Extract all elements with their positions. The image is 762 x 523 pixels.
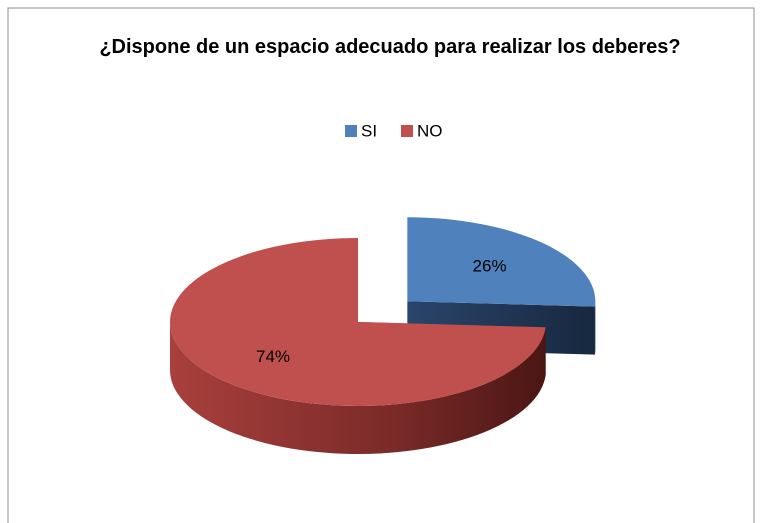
slice xyxy=(169,238,546,406)
legend-swatch xyxy=(401,125,413,137)
data-label: 26% xyxy=(473,256,507,275)
legend-label: SI xyxy=(361,121,377,140)
legend-swatch xyxy=(345,125,357,137)
chart-title: ¿Dispone de un espacio adecuado para rea… xyxy=(99,36,681,58)
slice xyxy=(407,217,596,307)
data-label: 74% xyxy=(256,347,290,366)
legend-label: NO xyxy=(417,121,443,140)
slice-side xyxy=(170,322,546,454)
